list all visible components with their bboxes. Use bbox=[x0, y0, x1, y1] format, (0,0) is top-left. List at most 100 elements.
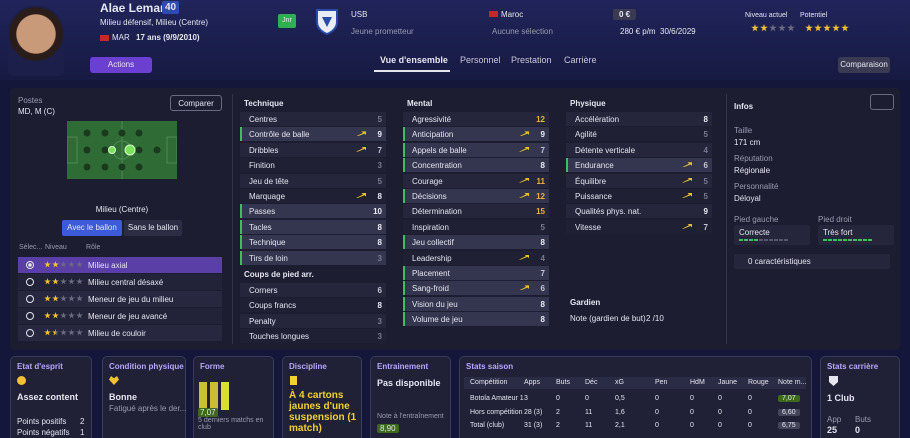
attribute-value: 8 bbox=[703, 115, 708, 124]
card-title: Entrainement bbox=[377, 362, 429, 371]
positions-label: Postes bbox=[18, 96, 43, 105]
tab[interactable]: Vue d'ensemble bbox=[380, 55, 448, 65]
role-row[interactable] bbox=[18, 308, 222, 324]
pitch-position bbox=[108, 146, 116, 154]
pitch-line bbox=[166, 136, 177, 164]
form-bar bbox=[210, 382, 218, 410]
attribute-value: 8 bbox=[377, 222, 382, 232]
star bbox=[52, 278, 59, 285]
foot-label: Pied gauche bbox=[734, 215, 779, 224]
star bbox=[68, 261, 75, 268]
table-cell: 0 bbox=[556, 395, 560, 402]
attribute-name: Jeu de tête bbox=[249, 176, 289, 186]
info-label: Taille bbox=[734, 126, 753, 135]
pitch-slot bbox=[135, 129, 143, 137]
star bbox=[823, 24, 831, 32]
attribute-row bbox=[403, 158, 549, 173]
role-header: Rôle bbox=[86, 244, 101, 251]
table-cell: 0 bbox=[585, 395, 589, 402]
tab-underline bbox=[374, 70, 450, 72]
star bbox=[44, 312, 51, 319]
attribute-value: 12 bbox=[536, 192, 545, 201]
star bbox=[68, 329, 75, 336]
attribute-name: Marquage bbox=[249, 192, 286, 201]
info-value: Déloyal bbox=[734, 194, 761, 203]
card-title: Discipline bbox=[289, 362, 327, 371]
attribute-value: 3 bbox=[377, 332, 382, 342]
trend-arrow bbox=[519, 177, 529, 183]
star bbox=[76, 261, 83, 268]
table-header: Compétition bbox=[470, 379, 508, 386]
role-row[interactable] bbox=[18, 257, 222, 273]
star bbox=[787, 24, 795, 32]
value: 0 bbox=[855, 425, 861, 435]
foot-gauge bbox=[853, 239, 857, 241]
attribute-name: Sang-froid bbox=[412, 284, 449, 294]
table-cell: Hors compétition bbox=[470, 408, 523, 416]
table-cell: 0,5 bbox=[615, 395, 625, 402]
attribute-name: Contrôle de balle bbox=[249, 130, 310, 140]
toggle[interactable]: Avec le ballon bbox=[62, 220, 122, 236]
nation: MAR bbox=[112, 33, 130, 42]
attribute-value: 3 bbox=[377, 161, 382, 171]
radio bbox=[26, 278, 34, 286]
comparison-button[interactable]: Comparaison bbox=[838, 57, 890, 73]
tab[interactable]: Prestation bbox=[511, 55, 552, 65]
section-title: Coups de pied arr. bbox=[244, 270, 314, 279]
foot-gauge bbox=[823, 239, 827, 241]
attribute-name: Leadership bbox=[412, 253, 452, 263]
info-value: Régionale bbox=[734, 166, 771, 175]
attribute-row bbox=[240, 112, 386, 126]
attribute-value: 5 bbox=[703, 176, 708, 186]
attribute-row bbox=[240, 204, 386, 219]
role-row[interactable] bbox=[18, 291, 222, 307]
foot-gauge bbox=[769, 239, 773, 241]
attribute-row bbox=[403, 204, 549, 219]
role-row[interactable] bbox=[18, 274, 222, 290]
table-cell: 2,1 bbox=[615, 422, 625, 429]
trend-arrow bbox=[519, 146, 529, 152]
attribute-value: 4 bbox=[703, 145, 708, 155]
attribute-row bbox=[403, 281, 549, 296]
attribute-value: 7 bbox=[540, 269, 545, 278]
star bbox=[76, 295, 83, 302]
tab[interactable]: Carrière bbox=[564, 55, 597, 65]
value: 1 bbox=[80, 428, 85, 437]
career-clubs: 1 Club bbox=[827, 393, 855, 403]
toggle[interactable]: Sans le ballon bbox=[124, 220, 182, 236]
foot-gauge bbox=[833, 239, 837, 241]
info-button[interactable] bbox=[870, 94, 894, 110]
star bbox=[44, 261, 51, 268]
role-row[interactable] bbox=[18, 325, 222, 341]
attribute-value: 5 bbox=[377, 176, 382, 186]
star bbox=[841, 24, 849, 32]
training-label: Note à l'entraînement bbox=[377, 413, 444, 420]
attribute-row bbox=[240, 173, 386, 188]
form-bar bbox=[221, 381, 229, 410]
foot-gauge bbox=[774, 239, 778, 241]
foot-value: Correcte bbox=[739, 228, 770, 237]
attribute-value: 3 bbox=[377, 253, 382, 263]
attribute-row bbox=[240, 250, 386, 265]
gk-value: 2 /10 bbox=[646, 314, 664, 323]
table-cell: 0 bbox=[690, 408, 694, 416]
pitch-slot bbox=[118, 163, 126, 171]
condition-icon bbox=[109, 376, 119, 385]
star bbox=[76, 312, 83, 319]
compare-button[interactable]: Comparer bbox=[170, 95, 222, 111]
table-cell: 0 bbox=[718, 408, 722, 416]
card bbox=[459, 356, 812, 438]
foot-label: Pied droit bbox=[818, 215, 852, 224]
attribute-name: Agilité bbox=[575, 130, 597, 140]
card bbox=[102, 356, 186, 438]
table-header: Déc bbox=[585, 379, 598, 386]
attribute-value: 7 bbox=[703, 222, 708, 232]
actions-button[interactable]: Actions bbox=[90, 57, 152, 73]
pitch-slot bbox=[83, 146, 91, 154]
attribute-row bbox=[403, 112, 549, 126]
tab[interactable]: Personnel bbox=[460, 55, 501, 65]
foot-gauge bbox=[749, 239, 753, 241]
trend-arrow bbox=[682, 162, 692, 168]
star bbox=[76, 329, 83, 336]
